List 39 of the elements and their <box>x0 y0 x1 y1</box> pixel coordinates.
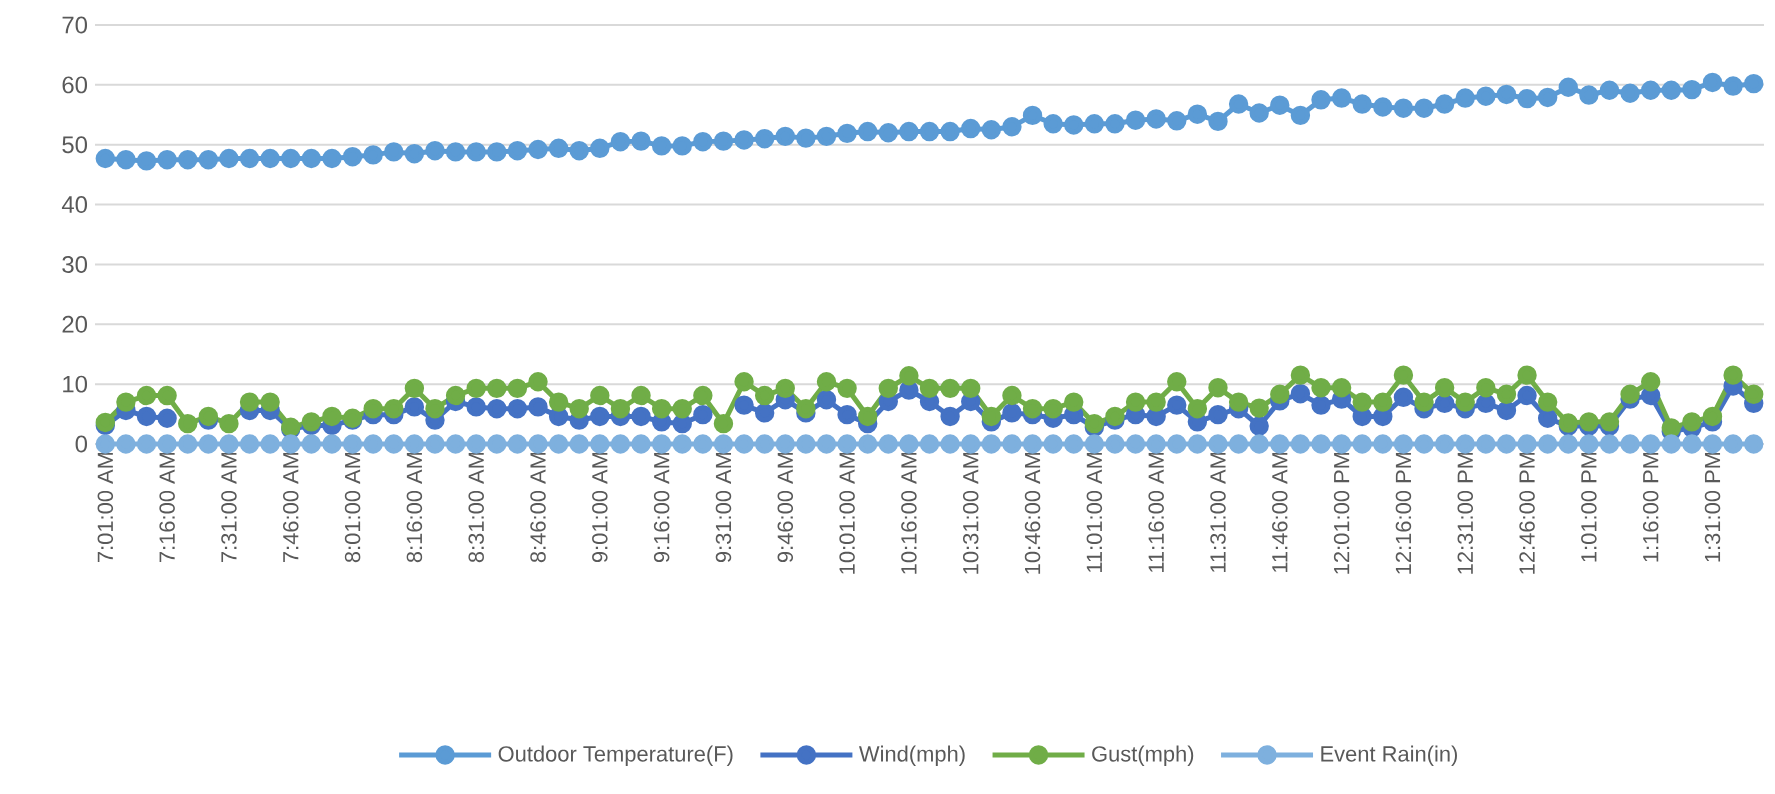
x-tick-label: 11:16:00 AM <box>1148 452 1164 573</box>
x-tick-label: 12:46:00 PM <box>1519 452 1535 574</box>
x-tick-label: 1:01:00 PM <box>1581 452 1597 562</box>
x-tick-label: 7:31:00 AM <box>221 452 237 563</box>
y-tick-label: 40 <box>61 196 88 214</box>
x-tick-label: 10:31:00 AM <box>962 452 979 574</box>
x-tick-label: 11:46:00 AM <box>1272 452 1288 573</box>
x-tick-label: 7:01:00 AM <box>97 452 114 563</box>
legend-label: Event Rain(in) <box>1321 745 1457 766</box>
y-tick-label: 10 <box>63 375 88 393</box>
x-tick-label: 9:31:00 AM <box>715 452 732 563</box>
x-tick-label: 8:31:00 AM <box>468 452 484 563</box>
x-tick-label: 10:16:00 AM <box>901 452 917 574</box>
x-tick-label: 1:16:00 PM <box>1642 452 1659 562</box>
y-tick-label: 50 <box>62 136 88 154</box>
y-tick-label: 70 <box>62 16 88 34</box>
x-tick-label: 1:31:00 PM <box>1704 452 1721 562</box>
x-tick-label: 10:46:00 AM <box>1024 452 1041 574</box>
x-tick-label: 8:16:00 AM <box>406 452 423 563</box>
x-tick-label: 11:31:00 AM <box>1210 452 1226 573</box>
x-tick-label: 9:16:00 AM <box>653 452 670 563</box>
x-tick-label: 7:16:00 AM <box>159 452 175 563</box>
legend-label: Outdoor Temperature(F) <box>498 745 733 766</box>
legend-label: Gust(mph) <box>1092 745 1194 766</box>
x-tick-label: 9:01:00 AM <box>592 452 608 563</box>
legend-label: Wind(mph) <box>858 745 965 766</box>
x-tick-label: 8:46:00 AM <box>530 452 546 563</box>
x-tick-label: 9:46:00 AM <box>777 452 794 563</box>
x-tick-label: 11:01:00 AM <box>1086 452 1103 573</box>
x-tick-label: 8:01:00 AM <box>344 452 361 563</box>
y-tick-label: 60 <box>62 76 88 94</box>
x-tick-label: 12:01:00 PM <box>1333 452 1350 574</box>
x-tick-label: 7:46:00 AM <box>283 452 299 563</box>
y-tick-label: 30 <box>62 255 88 273</box>
y-tick-label: 20 <box>62 315 88 333</box>
y-tick-label: 0 <box>75 435 88 453</box>
x-tick-label: 10:01:00 AM <box>839 452 855 574</box>
x-tick-label: 12:16:00 PM <box>1395 452 1412 574</box>
x-tick-label: 12:31:00 PM <box>1457 452 1473 574</box>
